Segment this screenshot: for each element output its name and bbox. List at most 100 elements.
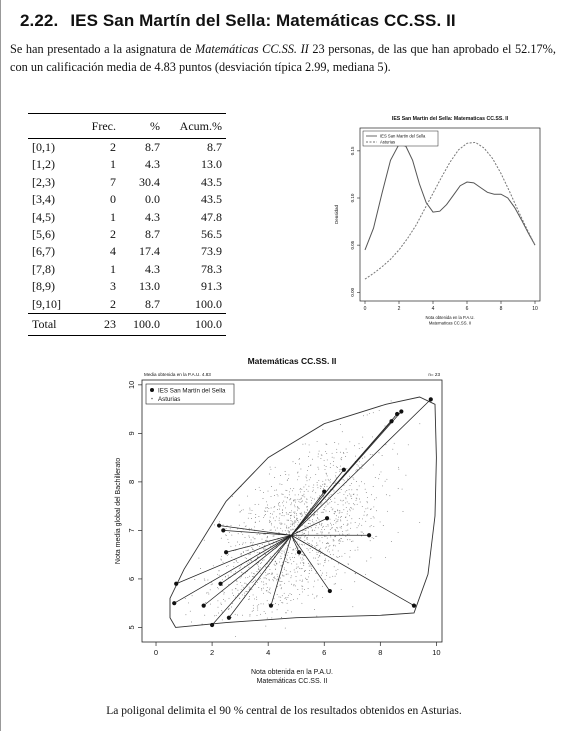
asturias-dot [341,516,342,518]
asturias-dot [350,494,352,496]
asturias-dot [282,512,283,514]
cell-interval: [5,6) [32,227,55,242]
asturias-dot [285,570,287,572]
asturias-dot [205,601,207,603]
asturias-dot [324,469,326,471]
cell-cumulative: 91.3 [201,279,222,294]
asturias-dot [336,452,338,454]
asturias-dot [273,511,275,513]
asturias-dot [303,490,305,492]
asturias-dot [331,456,333,458]
asturias-dot [252,604,254,606]
asturias-dot [320,511,322,513]
asturias-dot [279,483,281,485]
asturias-dot [289,546,291,548]
asturias-dot [242,551,244,553]
asturias-dot [296,563,298,565]
asturias-dot [355,497,357,499]
asturias-dot [321,536,323,538]
asturias-dot [300,551,302,553]
cell-cumulative: 47.8 [201,209,222,224]
asturias-dot [220,602,222,604]
asturias-dot [281,484,283,486]
asturias-dot [269,569,271,570]
scatter-legend-school-marker [150,388,154,392]
asturias-dot [343,523,344,525]
asturias-dot [323,525,324,527]
asturias-dot [293,548,295,550]
asturias-dot [325,479,327,481]
asturias-dot [326,444,328,445]
asturias-dot [337,540,339,542]
asturias-dot [401,488,403,490]
asturias-dot [365,520,367,522]
school-to-mean-line [176,534,292,585]
asturias-dot [304,443,306,445]
asturias-dot [220,537,222,539]
asturias-dot [326,501,328,503]
asturias-dot [340,540,342,542]
asturias-dot [349,539,351,541]
asturias-dot [299,579,301,581]
asturias-dot [281,523,283,525]
asturias-dot [287,552,289,554]
asturias-dot [359,461,360,463]
asturias-dot [214,615,216,617]
asturias-dot [341,431,343,433]
asturias-dot [321,502,323,504]
asturias-dot [253,573,255,574]
density-y-tick-label: 0.00 [350,287,355,296]
asturias-dot [277,575,279,577]
asturias-dot [328,542,330,544]
scatter-x-tick-label: 4 [266,648,270,657]
asturias-dot [268,603,270,605]
intro-text-2: 23 personas, de las que han aprobado el … [10,42,556,74]
asturias-dot [312,519,313,521]
asturias-dot [262,587,264,589]
asturias-dot [269,521,270,523]
school-to-mean-line [219,525,292,536]
asturias-dot [259,567,261,569]
asturias-dot [313,514,315,516]
asturias-dot [266,590,268,591]
asturias-dot [363,514,365,516]
asturias-dot [295,512,297,514]
asturias-dot [217,588,219,590]
asturias-dot [290,511,292,513]
asturias-dot [284,627,286,629]
asturias-dot [295,576,297,577]
asturias-dot [248,535,250,537]
asturias-dot [293,525,295,527]
asturias-dot [361,464,363,466]
asturias-dot [272,543,274,545]
asturias-dot [349,441,351,443]
asturias-dot [361,531,363,533]
asturias-dot [274,489,276,491]
asturias-dot [319,563,321,565]
asturias-dot [349,485,351,487]
asturias-dot [334,501,336,503]
asturias-dot [191,621,192,623]
asturias-dot [294,571,296,573]
asturias-dot [273,577,275,579]
asturias-dot [322,511,324,513]
figure-caption: La poligonal delimita el 90 % central de… [106,705,462,717]
asturias-dot [286,527,288,529]
density-y-axis-label: Densidad [334,204,339,224]
asturias-dot [322,542,324,544]
asturias-dot [320,486,322,488]
density-x-tick-label: 6 [466,306,469,312]
asturias-dot [322,480,324,482]
asturias-dot [317,559,319,561]
asturias-dot [250,513,252,514]
asturias-dot [354,522,356,524]
asturias-dot [335,573,337,575]
asturias-dot [292,529,294,530]
table-row: [7,8) 1 4.3 78.3 [28,261,226,278]
asturias-dot [245,550,247,552]
school-to-mean-line [228,535,292,618]
asturias-dot [339,556,341,557]
asturias-dot [313,498,315,500]
cell-freq: 23 [82,313,120,337]
cell-cumulative: 100.0 [164,313,226,337]
